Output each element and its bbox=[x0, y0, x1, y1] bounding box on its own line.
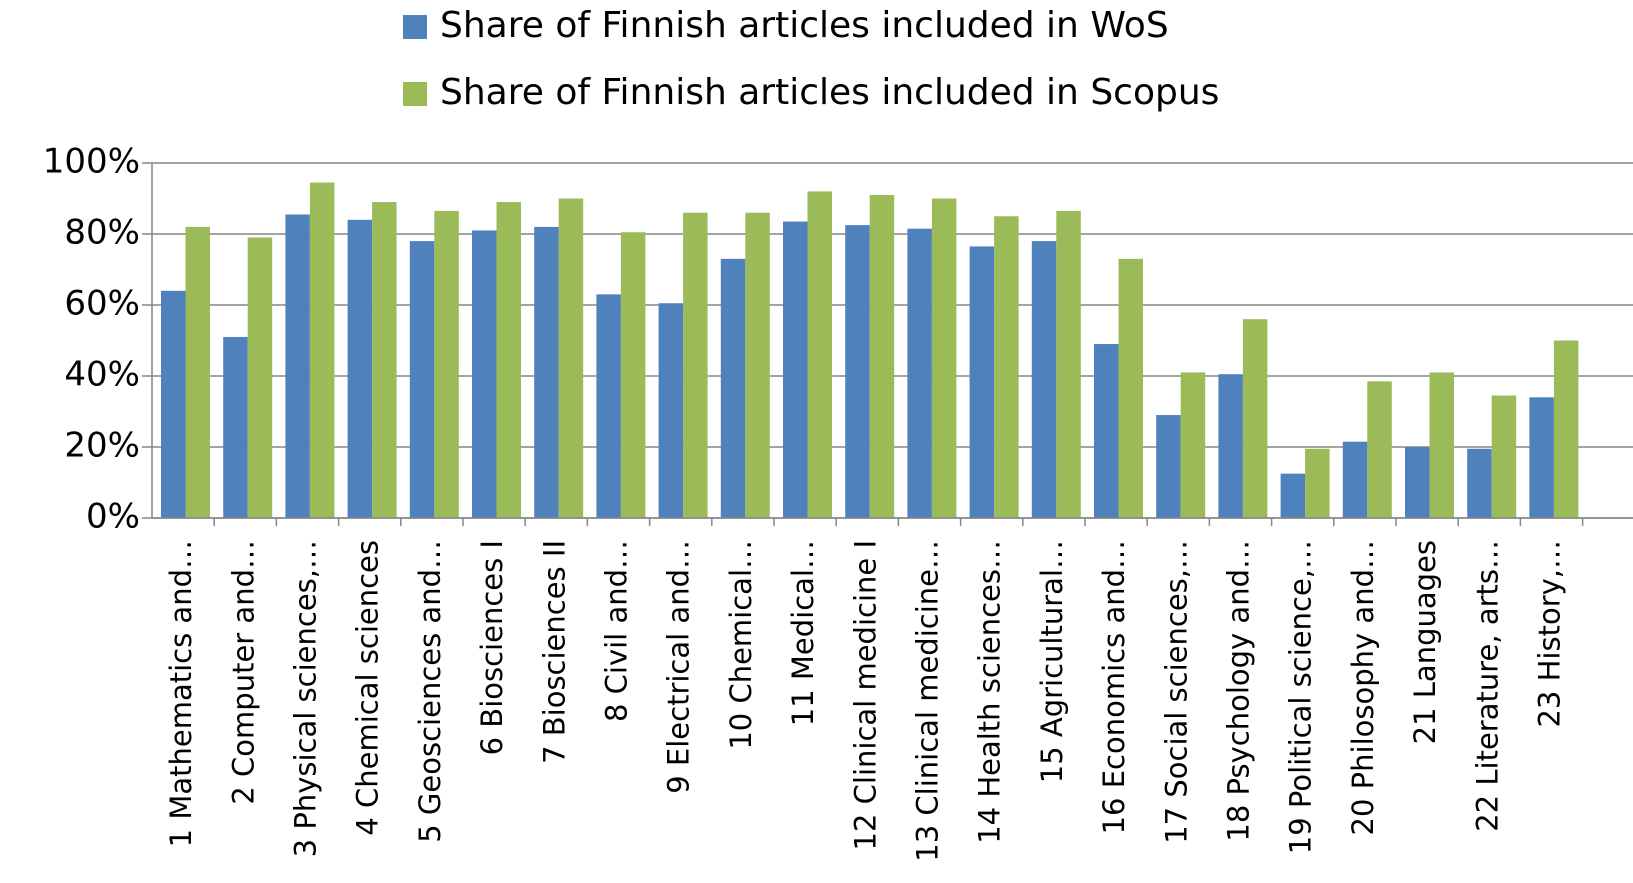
bar bbox=[1180, 372, 1206, 518]
bar bbox=[1031, 241, 1057, 518]
bar bbox=[558, 198, 584, 518]
bar bbox=[161, 290, 186, 518]
x-tick-label: 14 Health sciences… bbox=[973, 540, 1007, 844]
bar bbox=[1305, 448, 1330, 518]
bar bbox=[434, 210, 459, 519]
bar bbox=[807, 191, 832, 518]
x-tick-label: 21 Languages bbox=[1408, 540, 1442, 744]
bar bbox=[372, 202, 397, 519]
bar bbox=[1280, 473, 1306, 518]
bar bbox=[931, 198, 957, 518]
bar bbox=[1553, 340, 1579, 518]
bar bbox=[496, 202, 521, 519]
bar bbox=[869, 194, 895, 518]
bar bbox=[596, 294, 621, 518]
x-tick-label: 16 Economics and… bbox=[1097, 540, 1131, 834]
legend-swatch bbox=[403, 15, 427, 39]
x-tick-label: 9 Electrical and… bbox=[662, 540, 696, 794]
x-tick-label: 19 Political science,… bbox=[1284, 540, 1318, 854]
bar bbox=[994, 216, 1019, 518]
x-tick-label: 17 Social sciences,… bbox=[1159, 540, 1193, 844]
bar bbox=[185, 226, 210, 518]
x-tick-label: 12 Clinical medicine I bbox=[848, 540, 882, 850]
x-tick-label: 22 Literature, arts… bbox=[1470, 540, 1504, 832]
x-tick-label: 6 Biosciences I bbox=[475, 540, 509, 755]
bar bbox=[347, 219, 373, 519]
bar bbox=[1367, 381, 1392, 518]
bar bbox=[309, 182, 335, 518]
bar bbox=[907, 228, 932, 519]
bar bbox=[1491, 395, 1517, 518]
x-tick-label: 15 Agricultural… bbox=[1035, 540, 1069, 783]
x-tick-label: 23 History,… bbox=[1533, 540, 1567, 728]
y-tick-label: 40% bbox=[64, 355, 140, 395]
x-tick-label: 13 Clinical medicine… bbox=[911, 540, 945, 862]
x-tick-label: 5 Geosciences and… bbox=[413, 540, 447, 843]
bar bbox=[1118, 258, 1143, 518]
bar bbox=[969, 246, 995, 519]
bar bbox=[1429, 372, 1454, 518]
bar bbox=[1405, 447, 1430, 518]
legend-label: Share of Finnish articles included in Sc… bbox=[440, 72, 1219, 113]
bar bbox=[845, 225, 870, 518]
bar bbox=[223, 336, 248, 518]
bar bbox=[1242, 319, 1268, 518]
x-tick-label: 4 Chemical sciences bbox=[351, 540, 385, 836]
bar bbox=[720, 258, 746, 518]
bar bbox=[1529, 397, 1554, 518]
bar bbox=[534, 226, 559, 518]
bar bbox=[1156, 415, 1181, 518]
y-tick-label: 80% bbox=[64, 213, 140, 253]
bar bbox=[683, 212, 708, 518]
bar bbox=[409, 241, 435, 518]
bar bbox=[620, 232, 646, 518]
bar bbox=[783, 221, 808, 518]
bar bbox=[1342, 441, 1368, 518]
bar bbox=[658, 303, 684, 518]
bar bbox=[472, 230, 497, 518]
x-tick-label: 20 Philosophy and… bbox=[1346, 540, 1380, 835]
bar bbox=[247, 237, 273, 519]
x-tick-label: 18 Psychology and… bbox=[1222, 540, 1256, 842]
x-tick-label: 10 Chemical… bbox=[724, 540, 758, 750]
x-tick-label: 2 Computer and… bbox=[226, 540, 260, 805]
bar bbox=[1467, 448, 1492, 518]
x-tick-label: 7 Biosciences II bbox=[537, 540, 571, 764]
y-tick-label: 20% bbox=[64, 426, 140, 466]
y-tick-label: 0% bbox=[86, 497, 140, 537]
x-tick-label: 3 Physical sciences,… bbox=[289, 540, 323, 857]
x-tick-label: 11 Medical… bbox=[786, 540, 820, 726]
bar bbox=[1056, 210, 1081, 519]
bar bbox=[745, 212, 770, 518]
x-tick-label: 8 Civil and… bbox=[600, 540, 634, 722]
bar bbox=[285, 214, 310, 518]
legend-label: Share of Finnish articles included in Wo… bbox=[440, 5, 1169, 46]
bar bbox=[1094, 344, 1119, 518]
y-tick-label: 60% bbox=[64, 284, 140, 324]
bar bbox=[1218, 374, 1243, 518]
y-tick-label: 100% bbox=[43, 142, 140, 182]
x-tick-label: 1 Mathematics and… bbox=[164, 540, 198, 847]
legend-swatch bbox=[403, 82, 427, 106]
